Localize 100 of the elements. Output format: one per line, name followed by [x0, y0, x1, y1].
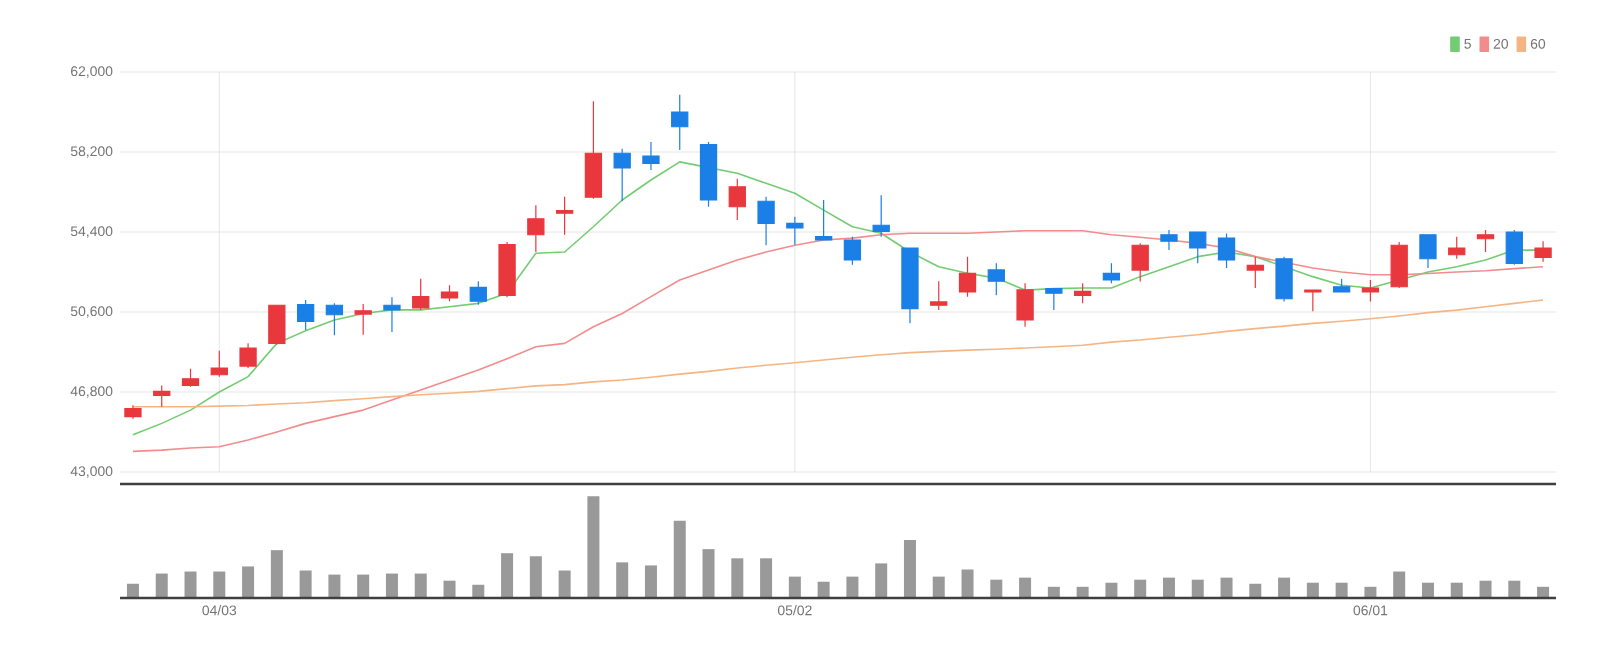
candlestick [412, 278, 430, 311]
candlestick [872, 194, 890, 238]
bar [414, 573, 427, 598]
bar [731, 558, 744, 598]
candlestick [786, 216, 804, 246]
candlestick [1304, 289, 1322, 312]
bar [242, 566, 255, 598]
bar [932, 576, 945, 598]
candlestick [268, 304, 286, 346]
candlestick [239, 342, 257, 369]
candlestick [498, 241, 516, 298]
bar [788, 576, 801, 598]
bar [155, 573, 168, 598]
candlestick [901, 247, 919, 324]
bar [1019, 577, 1032, 598]
candlestick [642, 141, 660, 171]
candlestick [958, 256, 977, 298]
bar [126, 583, 139, 598]
candlestick [153, 384, 171, 408]
candlestick [584, 100, 603, 200]
candlestick [440, 284, 459, 302]
candlestick [1448, 236, 1466, 260]
candlestick [1073, 282, 1092, 304]
candlestick [1189, 231, 1207, 264]
bar [1479, 580, 1492, 598]
bar [1249, 583, 1262, 598]
bar [1364, 586, 1377, 598]
candlestick [124, 404, 142, 420]
bar [1220, 577, 1233, 598]
candlestick [296, 299, 315, 331]
bar [702, 549, 715, 598]
candlestick [1534, 240, 1552, 263]
bar [760, 558, 773, 598]
bar [443, 580, 456, 598]
bar [616, 562, 629, 598]
candlestick [181, 368, 200, 388]
candlestick [210, 350, 228, 378]
bar [1162, 577, 1175, 598]
bar [846, 576, 859, 598]
candlestick [843, 236, 862, 266]
bar [1537, 586, 1550, 598]
candlestick [1332, 278, 1351, 293]
bar [558, 570, 571, 598]
candlestick [814, 199, 833, 241]
candlestick [1361, 279, 1380, 303]
bar [1105, 582, 1118, 598]
bar [1508, 580, 1521, 598]
candlestick [1045, 288, 1063, 311]
bar [1393, 571, 1406, 598]
bar [644, 565, 657, 598]
candlestick [527, 204, 545, 253]
bar [385, 573, 398, 598]
bar [1134, 579, 1147, 598]
candlestick [757, 196, 775, 246]
candlestick [930, 280, 948, 311]
candlestick [671, 94, 689, 151]
bar [270, 550, 283, 598]
bar [903, 539, 916, 598]
candlestick [354, 303, 372, 336]
bar [299, 570, 312, 598]
candlestick [728, 178, 746, 221]
bar [501, 553, 514, 598]
bar [1076, 586, 1089, 598]
candlestick [1476, 229, 1495, 253]
bar [1335, 582, 1348, 598]
candlestick [987, 262, 1005, 296]
candlestick [1160, 229, 1178, 251]
candlestick [383, 296, 401, 333]
bar [990, 579, 1003, 598]
bar [817, 581, 830, 598]
bar [529, 556, 542, 598]
bar [328, 574, 341, 598]
candlestick [1217, 232, 1236, 269]
candlestick [1390, 241, 1408, 289]
bar [1306, 582, 1319, 598]
bar [1047, 586, 1060, 598]
bar [1421, 582, 1434, 598]
candlestick [1505, 229, 1523, 266]
candlestick [613, 148, 631, 202]
bar [673, 520, 686, 598]
bar [961, 569, 974, 598]
candlestick [1246, 256, 1264, 289]
bar [1450, 582, 1463, 598]
candlestick [555, 196, 574, 236]
candlestick [1102, 262, 1121, 284]
bar [875, 563, 888, 598]
bar [472, 584, 485, 598]
candlestick [1016, 282, 1034, 328]
bar [1191, 579, 1204, 598]
bar [587, 496, 600, 598]
candlestick [1131, 242, 1149, 283]
candlestick [1419, 234, 1437, 269]
candlestick [325, 302, 344, 336]
bar [357, 574, 370, 598]
candlestick [699, 141, 718, 208]
bar [213, 571, 226, 598]
candlestick [469, 280, 487, 306]
bar [1278, 577, 1291, 598]
bar [184, 571, 197, 598]
candlestick [1275, 256, 1293, 303]
